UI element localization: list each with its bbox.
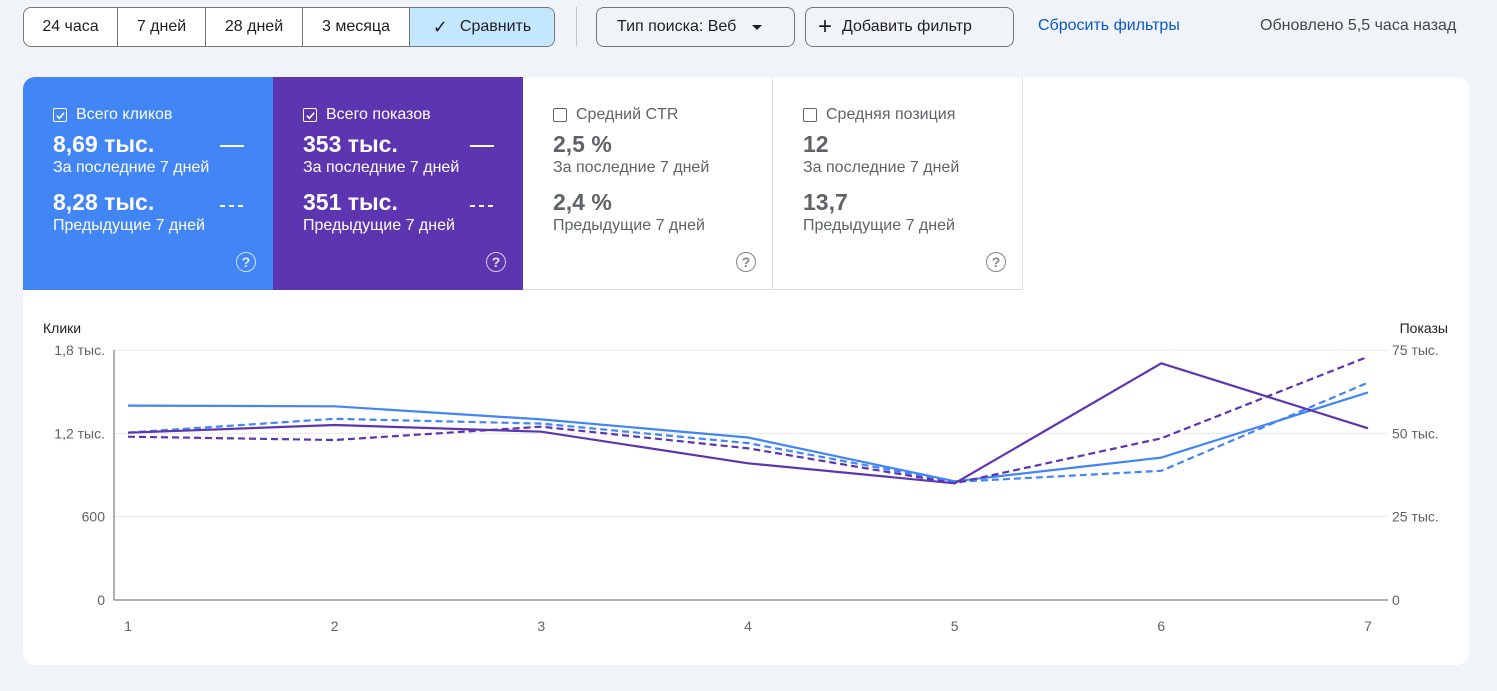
toolbar: 24 часа 7 дней 28 дней 3 месяца ✓ Сравнит… (23, 7, 1014, 47)
metric-tile-impressions[interactable]: Всего показов 353 тыс. За последние 7 дн… (273, 77, 523, 290)
x-tick-label: 4 (744, 618, 752, 634)
metric-current-period: За последние 7 дней (553, 159, 710, 176)
search-type-label: Тип поиска: Веб (617, 18, 737, 35)
metric-previous-value: 8,28 тыс. (53, 189, 155, 215)
metric-tile-position[interactable]: Средняя позиция 12 За последние 7 дней 1… (773, 77, 1023, 290)
x-tick-label: 3 (537, 618, 545, 634)
checkbox-checked-icon[interactable] (53, 108, 67, 122)
performance-card: Всего кликов 8,69 тыс. За последние 7 дн… (23, 77, 1469, 665)
right-tick-label: 75 тыс. (1392, 342, 1439, 358)
date-range-selector: 24 часа 7 дней 28 дней 3 месяца ✓ Сравнит… (23, 7, 555, 47)
metric-current-value: 8,69 тыс. (53, 131, 155, 157)
range-7d-button[interactable]: 7 дней (118, 8, 206, 46)
metric-previous-period: Предыдущие 7 дней (303, 217, 455, 234)
checkbox-unchecked-icon[interactable] (553, 108, 567, 122)
search-type-dropdown[interactable]: Тип поиска: Веб (596, 7, 795, 47)
checkbox-checked-icon[interactable] (303, 108, 317, 122)
left-tick-label: 1,2 тыс. (54, 425, 105, 441)
caret-down-icon (752, 24, 763, 30)
series-line-impressions-previous[interactable] (127, 355, 1369, 485)
x-tick-label: 5 (951, 618, 959, 634)
metric-tile-ctr[interactable]: Средний CTR 2,5 % За последние 7 дней 2,… (523, 77, 773, 290)
metric-previous-value: 351 тыс. (303, 189, 398, 215)
x-tick-label: 1 (124, 618, 132, 634)
help-icon[interactable]: ? (736, 252, 756, 272)
add-filter-button[interactable]: + Добавить фильтр (805, 7, 1014, 47)
metric-current-period: За последние 7 дней (803, 159, 960, 176)
range-label: 28 дней (224, 18, 284, 35)
metric-current-period: За последние 7 дней (303, 159, 460, 176)
check-icon: ✓ (432, 16, 448, 37)
right-axis-title: Показы (1400, 320, 1448, 336)
range-24h-button[interactable]: 24 часа (24, 8, 118, 46)
metric-label: Всего кликов (76, 106, 173, 123)
checkbox-unchecked-icon[interactable] (803, 108, 817, 122)
series-line-clicks-previous[interactable] (127, 381, 1369, 483)
x-tick-label: 2 (331, 618, 339, 634)
solid-line-legend-icon (470, 145, 494, 147)
right-tick-label: 50 тыс. (1392, 425, 1439, 441)
metric-label: Средняя позиция (826, 106, 956, 123)
range-label: 7 дней (136, 18, 187, 35)
range-3m-button[interactable]: 3 месяца (303, 8, 410, 46)
series-line-impressions-current[interactable] (127, 362, 1369, 485)
metric-previous-period: Предыдущие 7 дней (53, 217, 205, 234)
plus-icon: + (818, 13, 833, 40)
solid-line-legend-icon (220, 145, 244, 147)
metric-tile-clicks[interactable]: Всего кликов 8,69 тыс. За последние 7 дн… (23, 77, 273, 290)
updated-status: Обновлено 5,5 часа назад (1260, 17, 1457, 34)
metric-label: Средний CTR (576, 106, 679, 123)
performance-chart[interactable]: Клики Показы 0 0 600 25 тыс. 1,2 тыс. 50 тыс.… (23, 290, 1469, 665)
help-icon[interactable]: ? (986, 252, 1006, 272)
metric-label: Всего показов (326, 106, 431, 123)
left-axis-title: Клики (43, 320, 81, 336)
metric-current-period: За последние 7 дней (53, 159, 210, 176)
metric-previous-value: 13,7 (803, 189, 848, 215)
reset-filters-link[interactable]: Сбросить фильтры (1038, 17, 1180, 34)
metric-current-value: 12 (803, 131, 829, 157)
add-filter-label: Добавить фильтр (842, 18, 972, 35)
metric-previous-period: Предыдущие 7 дней (553, 217, 705, 234)
toolbar-divider (576, 7, 577, 47)
metric-current-value: 353 тыс. (303, 131, 398, 157)
range-label: 3 месяца (322, 18, 390, 35)
left-tick-label: 600 (82, 509, 106, 525)
range-label: 24 часа (42, 18, 99, 35)
dashed-line-legend-icon (470, 205, 494, 207)
x-tick-label: 6 (1157, 618, 1165, 634)
x-tick-label: 7 (1364, 618, 1372, 634)
metric-current-value: 2,5 % (553, 131, 612, 157)
range-label: Сравнить (459, 18, 532, 35)
help-icon[interactable]: ? (236, 252, 256, 272)
left-tick-label: 1,8 тыс. (54, 342, 105, 358)
range-28d-button[interactable]: 28 дней (206, 8, 303, 46)
dashed-line-legend-icon (220, 205, 244, 207)
left-tick-label: 0 (97, 592, 105, 608)
right-tick-label: 25 тыс. (1392, 509, 1439, 525)
metric-previous-period: Предыдущие 7 дней (803, 217, 955, 234)
metric-previous-value: 2,4 % (553, 189, 612, 215)
right-tick-label: 0 (1392, 592, 1400, 608)
compare-button[interactable]: ✓ Сравнить (410, 8, 554, 46)
series-line-clicks-current[interactable] (127, 391, 1369, 483)
help-icon[interactable]: ? (486, 252, 506, 272)
